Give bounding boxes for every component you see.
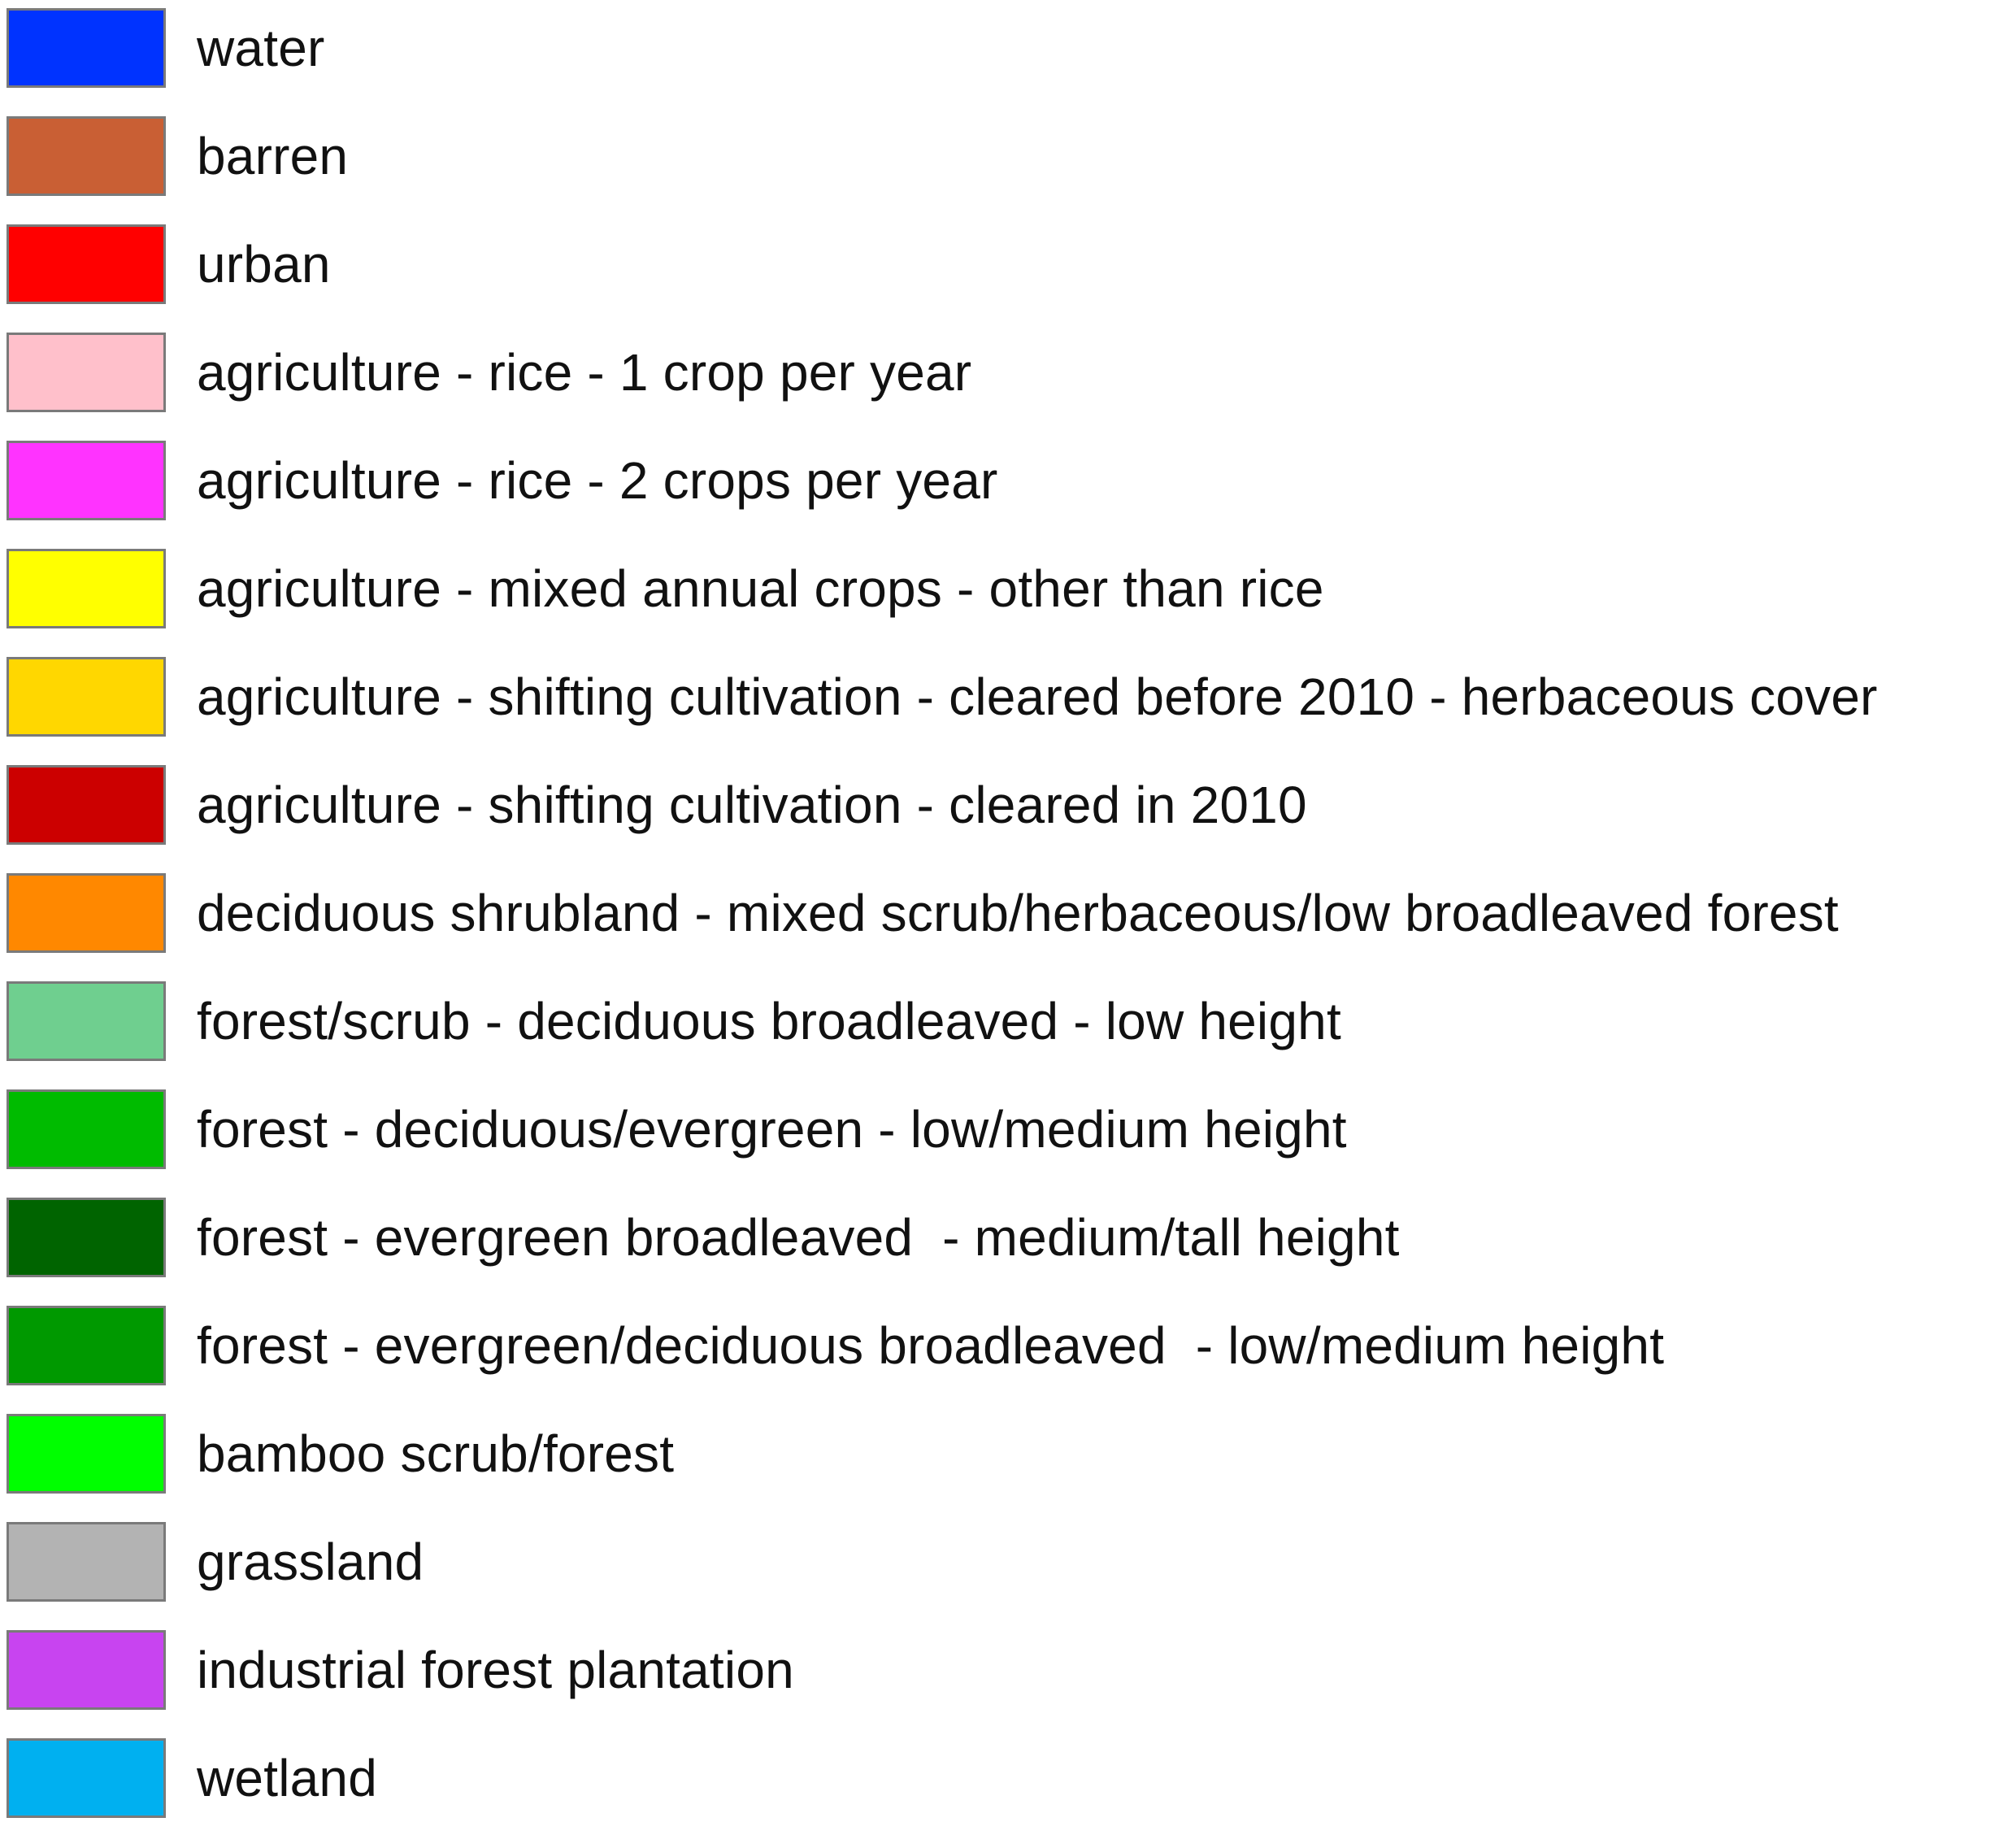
legend-item-forest-evergreen-tall: forest - evergreen broadleaved - medium/…	[7, 1197, 2014, 1278]
legend-swatch	[7, 549, 166, 628]
legend-item-urban: urban	[7, 224, 2014, 305]
legend-item-water: water	[7, 7, 2014, 89]
legend-item-rice-1-crop: agriculture - rice - 1 crop per year	[7, 332, 2014, 413]
legend-label: bamboo scrub/forest	[197, 1424, 675, 1483]
legend-swatch	[7, 873, 166, 953]
legend-swatch	[7, 116, 166, 196]
legend-item-mixed-annual-crops: agriculture - mixed annual crops - other…	[7, 548, 2014, 629]
legend-swatch	[7, 657, 166, 737]
legend-swatch	[7, 1306, 166, 1385]
legend-label: agriculture - rice - 2 crops per year	[197, 451, 998, 510]
legend-item-bamboo: bamboo scrub/forest	[7, 1413, 2014, 1494]
legend-label: deciduous shrubland - mixed scrub/herbac…	[197, 884, 1839, 942]
legend-item-forest-deciduous-evergreen: forest - deciduous/evergreen - low/mediu…	[7, 1089, 2014, 1170]
legend-label: wetland	[197, 1749, 377, 1807]
legend-label: forest - deciduous/evergreen - low/mediu…	[197, 1100, 1347, 1159]
legend-item-rice-2-crops: agriculture - rice - 2 crops per year	[7, 440, 2014, 521]
legend-label: urban	[197, 235, 331, 294]
legend-swatch	[7, 1414, 166, 1494]
legend-label: forest - evergreen/deciduous broadleaved…	[197, 1316, 1665, 1375]
legend-label: agriculture - mixed annual crops - other…	[197, 559, 1324, 618]
legend-item-wetland: wetland	[7, 1737, 2014, 1819]
legend-swatch	[7, 1198, 166, 1277]
legend-item-industrial-plantation: industrial forest plantation	[7, 1629, 2014, 1711]
legend-label: forest/scrub - deciduous broadleaved - l…	[197, 992, 1341, 1050]
legend-label: water	[197, 19, 325, 77]
legend-label: grassland	[197, 1533, 424, 1591]
legend-swatch	[7, 441, 166, 520]
legend-swatch	[7, 333, 166, 412]
legend-swatch	[7, 1738, 166, 1818]
legend-item-shifting-in-2010: agriculture - shifting cultivation - cle…	[7, 764, 2014, 846]
legend-item-shifting-before-2010: agriculture - shifting cultivation - cle…	[7, 656, 2014, 737]
legend-item-forest-evergreen-deciduous: forest - evergreen/deciduous broadleaved…	[7, 1305, 2014, 1386]
legend-item-barren: barren	[7, 115, 2014, 197]
legend-swatch	[7, 1089, 166, 1169]
legend-label: industrial forest plantation	[197, 1641, 794, 1699]
legend-label: forest - evergreen broadleaved - medium/…	[197, 1208, 1400, 1267]
legend-swatch	[7, 8, 166, 88]
legend-label: barren	[197, 127, 349, 185]
legend-item-deciduous-shrubland: deciduous shrubland - mixed scrub/herbac…	[7, 872, 2014, 954]
legend-label: agriculture - shifting cultivation - cle…	[197, 776, 1307, 834]
legend-swatch	[7, 765, 166, 845]
legend-swatch	[7, 1522, 166, 1602]
legend-swatch	[7, 1630, 166, 1710]
legend-swatch	[7, 224, 166, 304]
legend-label: agriculture - shifting cultivation - cle…	[197, 667, 1878, 726]
legend-label: agriculture - rice - 1 crop per year	[197, 343, 972, 402]
legend-swatch	[7, 981, 166, 1061]
legend-item-grassland: grassland	[7, 1521, 2014, 1602]
legend-item-forest-scrub-low: forest/scrub - deciduous broadleaved - l…	[7, 981, 2014, 1062]
